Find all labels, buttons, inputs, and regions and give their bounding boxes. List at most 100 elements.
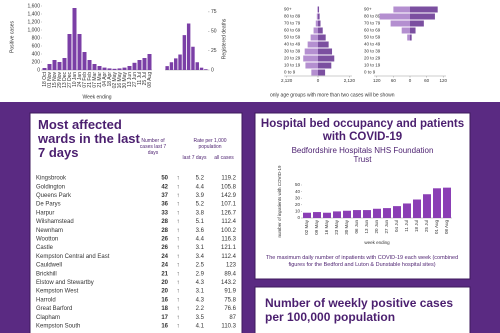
x-tick-label: 04 Jul [394,220,399,232]
ward-rate-all: 116.3 [221,236,236,242]
pyramid-bar-left [401,27,410,34]
bar [82,52,87,70]
pyramid-bar-right [318,20,321,27]
bar [117,68,122,70]
x-tick-label: 13 Jun [364,220,369,234]
pyramid-bar-right [318,27,323,34]
pyramid-bar-right [410,34,412,41]
ward-name: Kempston Central and East [36,254,110,260]
pyramid-bar-left [390,20,410,27]
x-axis-label: Week ending [82,94,111,100]
pyramid-bar-right [318,41,329,48]
age-label: 40 to 49 [284,42,301,47]
x-tick-label: 24 Jan [77,72,83,87]
x-tick-label: 30 May [122,72,128,89]
x-tick-label: 04 Apr [102,72,108,87]
hospital-title: Hospital bed occupancy and patients with… [260,118,465,143]
pyramid-bar-right [318,62,332,69]
ward-rate-all: 100.2 [221,228,237,234]
ward-rate-7d: 4.1 [196,323,205,329]
bar [403,203,411,218]
x-tick-label: 60 [391,78,397,83]
age-label: 0 to 9 [364,70,376,75]
bar [165,66,169,70]
wards-title: Most affected wards in the last 7 days [38,117,140,160]
x-tick-label: 120 [439,78,447,83]
x-tick-label: 07 Mar [92,72,98,88]
y-axis-label: number of inpatients with COVID-19 [277,165,282,238]
ward-cases: 24 [161,263,168,269]
ward-cases: 16 [161,323,168,329]
bar [343,210,351,218]
ward-rate-7d: 3.1 [196,245,205,251]
x-tick-label: 120 [373,78,381,83]
bar [107,68,112,70]
y-tick-label: 0 [297,215,300,220]
ward-name: Brickhill [36,271,57,277]
ward-trend: ↑ [177,297,180,303]
ward-rate-all: 121.1 [221,245,237,251]
ward-rate-7d: 3.4 [196,254,205,260]
ward-rate-7d: 5.2 [196,176,205,182]
ward-cases: 50 [161,176,168,182]
ward-trend: ↑ [177,219,180,225]
ward-name: Castle [36,245,54,251]
y-tick-label: 1,600 [27,3,40,9]
x-tick-label: 11 Jul [404,220,409,232]
header-cases: Number of cases last 7 days [139,138,167,156]
x-tick-label: 16 May [324,219,329,235]
age-label: 70 to 79 [364,21,381,26]
pyramid-bar-left [310,34,318,41]
y-tick-label: 25 [211,48,217,54]
ward-cases: 17 [161,315,168,321]
ward-name: Goldington [36,184,65,190]
y-tick-label: 50 [295,182,301,187]
x-tick-label: 0 [409,78,412,83]
ward-trend: ↑ [177,245,180,251]
bar [92,64,97,70]
ward-rate-7d: 2.5 [196,263,205,269]
pyramid-bar-left [316,13,318,20]
pyramid-bar-left [307,41,318,48]
ward-rate-7d: 5.2 [196,202,205,208]
ward-rate-all: 87 [229,315,236,321]
wards-panel [29,112,243,333]
y-tick-label: 10 [295,209,301,214]
ward-rate-all: 105.8 [221,184,237,190]
pyramid-bar-right [318,6,320,13]
ward-rate-all: 126.7 [221,210,237,216]
bar [191,46,195,70]
bar [313,212,321,218]
pyramid-bar-right [410,20,424,27]
age-label: 40 to 49 [364,42,381,47]
x-tick-label: 08 Aug [147,72,153,88]
x-tick-label: 01 Nov [47,72,53,88]
ward-rate-all: 75.8 [224,297,236,303]
age-label: 50 to 59 [284,35,301,40]
bar [52,60,57,70]
ward-trend: ↑ [177,280,180,286]
x-tick-label: 21 Feb [87,72,93,88]
y-axis-label: Positive cases [9,21,15,53]
pyramid-bar-left [311,69,318,76]
ward-trend: ↑ [177,306,180,312]
pyramid-bar-left [407,34,410,41]
bar [323,212,331,218]
x-tick-label: 08 Aug [444,220,449,235]
ward-rate-all: 143.2 [221,280,237,286]
ward-name: Queens Park [36,193,72,199]
ward-name: Kempston South [36,323,80,329]
ward-rate-7d: 3.9 [196,193,205,199]
ward-rate-7d: 3.6 [196,228,205,234]
age-label: 70 to 79 [284,21,301,26]
bar [42,68,47,70]
bar [195,62,199,70]
age-label: 30 to 39 [364,49,381,54]
pyramid-bar-left [305,62,318,69]
y-tick-label: 40 [295,189,301,194]
y-tick-label: 600 [32,43,41,49]
ward-rate-7d: 4.3 [196,297,205,303]
pyramid-bar-right [410,13,435,20]
